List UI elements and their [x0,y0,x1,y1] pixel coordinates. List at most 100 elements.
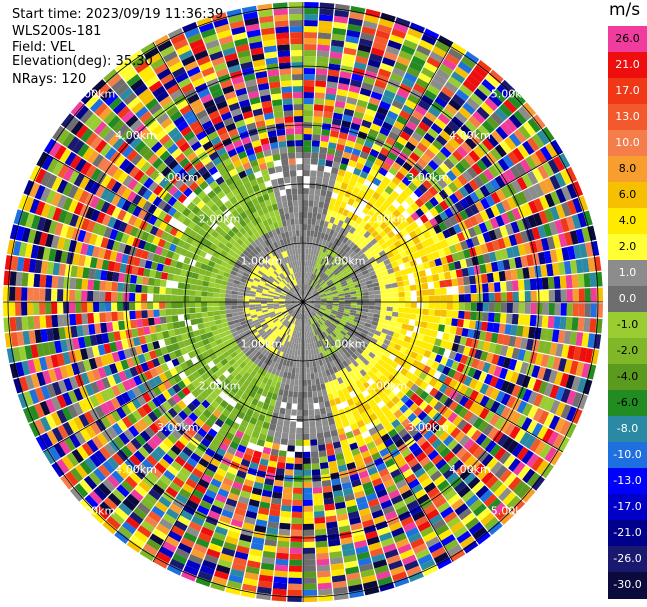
gate-cell [252,348,259,356]
gate-cell [45,233,54,248]
gate-cell [135,248,144,258]
gate-cell [165,294,172,302]
gate-cell [103,111,117,125]
gate-cell [245,566,260,575]
gate-cell [305,254,308,261]
gate-cell [42,342,51,356]
gate-cell [259,319,266,324]
gate-cell [377,195,387,205]
gate-cell [115,82,130,97]
gate-cell [339,382,347,390]
gate-cell [297,409,303,416]
gate-cell [172,66,186,78]
gate-cell [376,442,387,452]
gate-cell [159,518,174,531]
gate-cell [296,291,300,298]
gate-cell [100,237,109,249]
gate-cell [141,70,156,83]
gate-cell [282,287,289,293]
gate-cell [181,263,189,271]
gate-cell [305,349,309,356]
gate-cell [420,239,430,249]
gate-cell [468,179,480,191]
gate-cell [286,293,293,298]
gate-cell [477,254,485,265]
gate-cell [239,344,247,351]
gate-cell [321,370,327,378]
gate-cell [314,194,320,202]
gate-cell [315,285,321,290]
gate-cell [280,292,287,296]
gate-cell [488,165,500,178]
gate-cell [28,330,37,344]
gate-cell [243,302,250,305]
gate-cell [171,236,180,246]
gate-cell [288,322,292,329]
gate-cell [279,407,286,415]
gate-cell [187,220,197,230]
gate-cell [289,323,294,330]
gate-cell [374,111,386,122]
gate-cell [333,300,339,302]
gate-cell [214,395,224,405]
gate-cell [107,456,120,470]
gate-cell [584,288,591,302]
gate-cell [408,115,421,126]
gate-cell [293,487,303,494]
gate-cell [252,450,262,459]
gate-cell [426,84,441,96]
gate-cell [317,334,322,341]
gate-cell [129,454,142,467]
gate-cell [282,319,288,326]
gate-cell [94,356,103,368]
gate-cell [363,139,374,149]
gate-cell [52,327,60,341]
gate-cell [366,492,378,502]
gate-cell [273,327,279,334]
gate-cell [350,522,363,531]
gate-cell [99,302,106,312]
gate-cell [75,105,89,120]
gate-cell [56,179,68,194]
gate-cell [418,183,428,194]
gate-cell [395,17,411,28]
gate-cell [42,218,52,233]
gate-cell [120,233,130,244]
gate-cell [90,135,103,150]
gate-cell [325,443,334,451]
gate-cell [184,27,200,39]
gate-cell [115,466,129,480]
gate-cell [75,302,82,313]
gate-cell [311,146,320,153]
gate-cell [344,145,354,154]
gate-cell [388,243,397,251]
gate-cell [522,202,533,216]
gate-cell [522,102,537,117]
gate-cell [396,223,405,232]
gate-cell [414,515,429,527]
gate-cell [303,158,311,165]
gate-cell [147,293,154,302]
gate-cell [240,320,247,326]
gate-cell [267,130,277,138]
gate-cell [201,296,208,302]
gate-cell [196,209,205,219]
gate-cell [48,248,57,262]
gate-cell [378,204,388,213]
gate-cell [235,338,243,345]
gate-cell [259,501,271,510]
gate-cell [274,309,281,313]
gate-cell [417,233,426,243]
gate-cell [306,260,310,267]
gate-cell [395,479,408,490]
gate-cell [303,290,305,297]
gate-cell [273,387,280,395]
gate-cell [194,261,203,269]
gate-cell [285,302,292,304]
gate-cell [485,74,500,88]
gate-cell [345,431,354,439]
gate-cell [331,568,345,577]
gate-cell [313,342,318,349]
gate-cell [61,113,75,129]
gate-cell [180,172,191,183]
